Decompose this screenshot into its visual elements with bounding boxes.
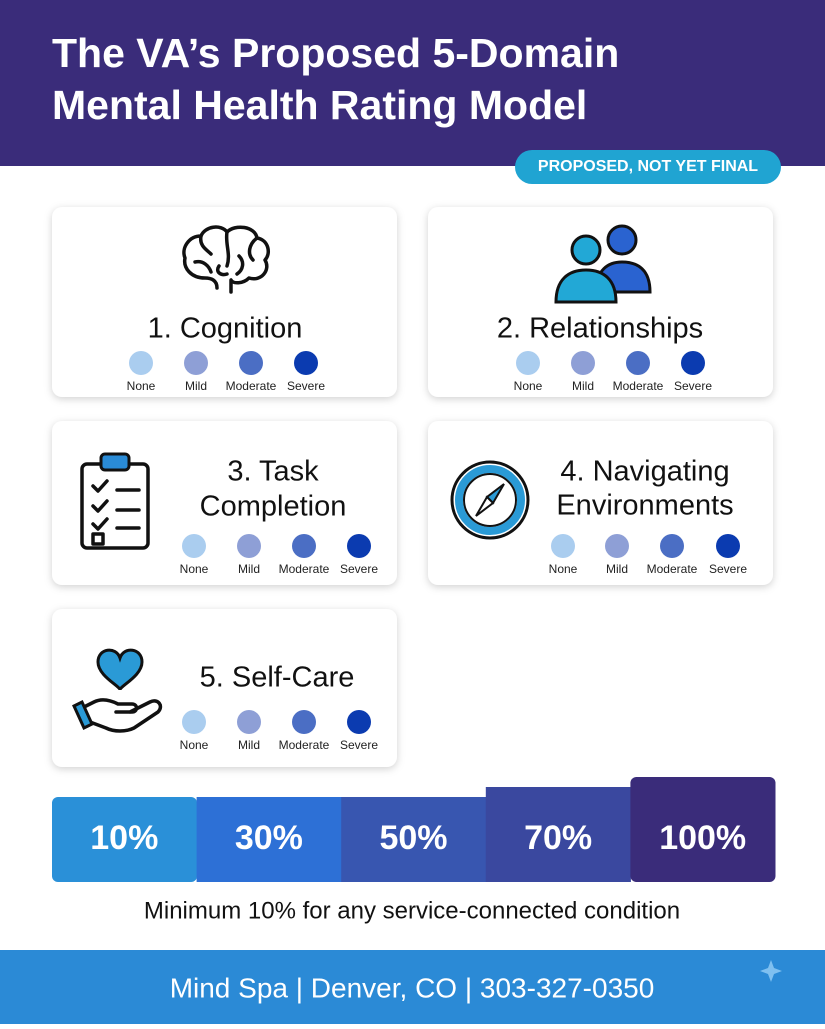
domain-label: 4. Navigating xyxy=(560,456,729,488)
domain-icon xyxy=(72,648,163,733)
severity-label: Moderate xyxy=(613,379,664,393)
severity-label: Mild xyxy=(572,379,594,393)
domain-card: 2. Relationships None Mild Moderate Severe xyxy=(428,207,773,397)
severity-label: Severe xyxy=(709,562,747,576)
severity-label: Severe xyxy=(674,379,712,393)
badge-text: PROPOSED, NOT YET FINAL xyxy=(538,158,758,175)
rating-segment xyxy=(341,797,487,882)
domain-label: 1. Cognition xyxy=(148,313,303,345)
severity-label: Severe xyxy=(340,738,378,752)
severity-dot xyxy=(294,351,318,375)
domain-label: 2. Relationships xyxy=(497,313,703,345)
severity-dot xyxy=(660,534,684,558)
severity-dot xyxy=(571,351,595,375)
severity-dot xyxy=(182,534,206,558)
severity-label: Mild xyxy=(238,738,260,752)
severity-dot xyxy=(292,710,316,734)
domain-label: Environments xyxy=(556,490,733,522)
domain-icon xyxy=(182,225,271,294)
severity-label: Mild xyxy=(606,562,628,576)
rating-label: 70% xyxy=(524,819,592,857)
sparkle xyxy=(760,960,782,982)
severity-label: Mild xyxy=(185,379,207,393)
severity-label: Moderate xyxy=(226,379,277,393)
severity-label: None xyxy=(514,379,543,393)
severity-dot xyxy=(237,710,261,734)
rating-label: 100% xyxy=(659,819,746,857)
domain-card: 1. Cognition None Mild Moderate Severe xyxy=(52,207,397,397)
severity-dot xyxy=(716,534,740,558)
severity-dot xyxy=(347,534,371,558)
card-box xyxy=(52,207,397,397)
title-line: Mental Health Rating Model xyxy=(52,82,587,128)
severity-dot xyxy=(626,351,650,375)
footer-text: Mind Spa | Denver, CO | 303-327-0350 xyxy=(170,972,655,1003)
severity-label: None xyxy=(549,562,578,576)
rating-segment xyxy=(52,797,198,882)
footer-band xyxy=(0,950,825,1024)
domain-icon xyxy=(450,460,530,540)
severity-dot xyxy=(129,351,153,375)
severity-label: Moderate xyxy=(279,562,330,576)
severity-label: None xyxy=(180,738,209,752)
severity-dot xyxy=(184,351,208,375)
severity-dot xyxy=(516,351,540,375)
rating-bar: 10% 30% 50% 70% 100% xyxy=(52,777,776,882)
severity-dot xyxy=(182,710,206,734)
card-box xyxy=(428,421,773,585)
severity-dot xyxy=(239,351,263,375)
severity-dot xyxy=(681,351,705,375)
severity-label: Mild xyxy=(238,562,260,576)
severity-label: None xyxy=(127,379,156,393)
domain-icon xyxy=(554,224,652,304)
severity-label: Severe xyxy=(287,379,325,393)
severity-label: Moderate xyxy=(279,738,330,752)
severity-dot xyxy=(347,710,371,734)
rating-segment xyxy=(485,787,631,882)
note: Minimum 10% for any service-connected co… xyxy=(144,897,680,924)
severity-label: None xyxy=(180,562,209,576)
rating-label: 50% xyxy=(379,819,447,857)
domain-label: 3. Task xyxy=(227,456,319,488)
severity-dot xyxy=(237,534,261,558)
severity-dot xyxy=(551,534,575,558)
domain-icon xyxy=(80,452,150,550)
rating-segment xyxy=(196,797,342,882)
severity-label: Moderate xyxy=(647,562,698,576)
rating-segment xyxy=(630,777,776,882)
header-band xyxy=(0,0,825,166)
title-line: The VA’s Proposed 5-Domain xyxy=(52,30,619,76)
rating-label: 30% xyxy=(235,819,303,857)
rating-label: 10% xyxy=(90,819,158,857)
badge xyxy=(515,150,781,184)
domain-label: Completion xyxy=(200,491,347,523)
domain-label: 5. Self-Care xyxy=(200,662,355,694)
severity-dot xyxy=(292,534,316,558)
domain-card: 5. Self-Care None Mild Moderate Severe xyxy=(52,609,397,767)
severity-dot xyxy=(605,534,629,558)
severity-label: Severe xyxy=(340,562,378,576)
